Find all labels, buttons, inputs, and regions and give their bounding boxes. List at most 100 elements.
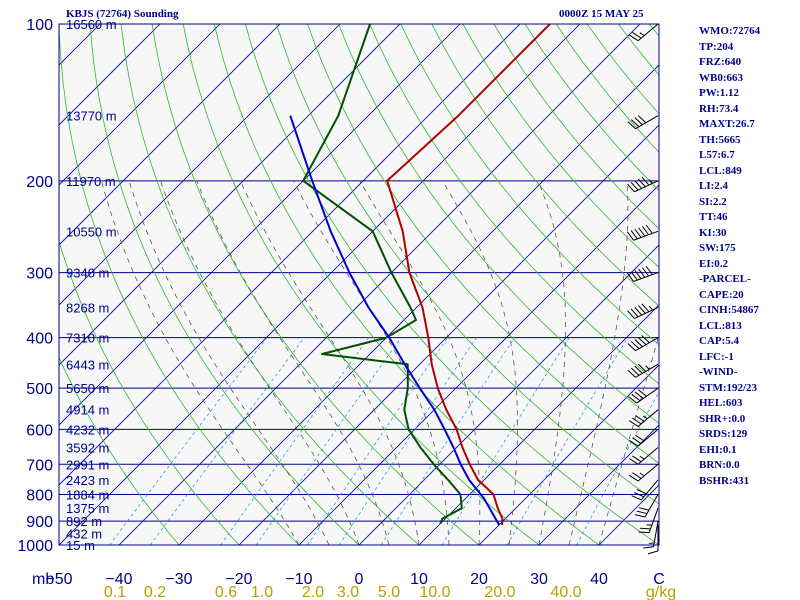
height-label: 1884 m: [66, 488, 109, 503]
wind-barb: [627, 303, 659, 319]
mixing-ratio-tick-label: 2.0: [302, 584, 324, 600]
mixing-ratio-line: [255, 337, 402, 545]
mixing-ratio-tick-label: 1.0: [251, 584, 273, 600]
isotherm-line: [358, 244, 659, 545]
pressure-unit-label: mb: [32, 571, 54, 588]
temperature-tick-label: 30: [530, 571, 548, 588]
temperature-tick-label: −20: [225, 571, 252, 588]
dry-adiabat-line: [431, 24, 659, 307]
height-label: 432 m: [66, 526, 102, 541]
height-label: 2991 m: [66, 457, 109, 472]
temperature-tick-label: −50: [45, 571, 72, 588]
parcel-trace: [289, 115, 500, 526]
index-item: -WIND-: [699, 366, 738, 378]
index-item: TP:204: [699, 40, 734, 53]
dry-adiabat-line: [400, 24, 659, 346]
dry-adiabat-line: [59, 356, 180, 545]
mixing-ratio-tick-label: 0.2: [144, 584, 166, 600]
pressure-tick-label: 600: [26, 422, 53, 439]
mixing-ratio-line: [220, 337, 370, 545]
index-item: CINH:54867: [699, 304, 759, 316]
index-item: LI:2.4: [699, 180, 729, 192]
index-item: CAPE:20: [699, 288, 744, 301]
mixing-ratio-tick-label: 20.0: [484, 584, 515, 600]
moist-adiabat-line: [196, 180, 390, 545]
index-item: EI:0.2: [699, 257, 729, 270]
dry-adiabat-line: [151, 24, 480, 545]
pressure-tick-label: 400: [26, 331, 53, 348]
height-label: 5650 m: [66, 381, 109, 396]
index-item: LFC:-1: [699, 350, 734, 363]
pressure-tick-label: 800: [26, 488, 53, 505]
dry-adiabat-line: [462, 24, 659, 268]
dry-adiabat-line: [120, 24, 420, 545]
index-item: SRDS:129: [699, 428, 748, 440]
dry-adiabat-line: [245, 24, 659, 545]
index-item: CAP:5.4: [699, 335, 740, 347]
mixing-ratio-tick-label: 0.1: [104, 584, 126, 600]
moist-adiabat-line: [442, 180, 518, 545]
index-item: LCL:849: [699, 164, 742, 177]
temperature-tick-label: C: [653, 571, 665, 588]
moist-adiabat-line: [568, 180, 629, 545]
dry-adiabat-line: [369, 24, 659, 385]
mixing-ratio-tick-label: 0.6: [215, 584, 237, 600]
isotherm-line: [59, 24, 521, 486]
wind-barb: [629, 463, 659, 482]
index-item: WMO:72764: [699, 25, 761, 37]
index-item: MAXT:26.7: [699, 118, 755, 130]
wind-barb: [627, 363, 659, 378]
index-item: TT:46: [699, 211, 728, 223]
wind-barb: [629, 409, 659, 427]
dry-adiabat-line: [89, 24, 360, 545]
index-item: WB0:663: [699, 71, 743, 84]
index-item: SHR+:0.0: [699, 412, 746, 425]
height-label: 4232 m: [66, 422, 109, 437]
index-item: HEL:603: [699, 397, 743, 409]
height-label: 13770 m: [66, 109, 117, 124]
index-item: LCL:813: [699, 319, 742, 332]
isotherm-line: [59, 24, 401, 366]
sounding-time: 0000Z 15 MAY 25: [559, 8, 644, 20]
dry-adiabat-line: [59, 240, 240, 545]
height-label: 9340 m: [66, 266, 109, 281]
dry-adiabat-line: [182, 24, 540, 545]
pressure-tick-label: 300: [26, 266, 53, 283]
temperature-tick-label: −40: [105, 571, 132, 588]
wind-barb: [643, 521, 659, 549]
mixing-ratio-line: [576, 391, 659, 545]
isotherm-line: [59, 24, 581, 545]
indices-panel: WMO:72764 TP:204 FRZ:640 WB0:663 PW:1.12 RH:7…: [699, 24, 760, 489]
height-label: 6443 m: [66, 357, 109, 372]
isotherm-line: [238, 124, 659, 545]
pressure-tick-label: 500: [26, 381, 53, 398]
height-label: 8268 m: [66, 300, 109, 315]
mixing-ratio-tick-label: 5.0: [378, 584, 400, 600]
wind-barb: [627, 176, 659, 193]
height-label: 892 m: [66, 514, 102, 529]
index-item: SI:2.2: [699, 195, 727, 208]
index-item: RH:73.4: [699, 102, 739, 115]
index-item: BSHR:431: [699, 474, 750, 487]
wind-barb: [626, 224, 659, 241]
moist-adiabat-line: [240, 180, 420, 545]
wind-barb: [631, 479, 659, 501]
index-item: EHI:0.1: [699, 443, 737, 456]
mixing-ratio-tick-label: 40.0: [550, 584, 581, 600]
index-item: SW:175: [699, 242, 736, 254]
isotherm-line: [59, 24, 161, 126]
isotherm-line: [298, 184, 659, 545]
mixing-ratio-tick-label: 10.0: [419, 584, 450, 600]
isotherm-line: [59, 24, 461, 426]
index-item: -PARCEL-: [699, 273, 751, 285]
height-label: 1375 m: [66, 501, 109, 516]
temperature-tick-label: −30: [165, 571, 192, 588]
isotherm-line: [178, 64, 659, 545]
dewpoint-trace: [302, 24, 463, 525]
isotherm-line: [538, 424, 659, 545]
moist-adiabat-line: [293, 180, 450, 545]
index-item: FRZ:640: [699, 56, 742, 68]
pressure-tick-label: 900: [26, 514, 53, 531]
isotherm-line: [118, 24, 641, 545]
